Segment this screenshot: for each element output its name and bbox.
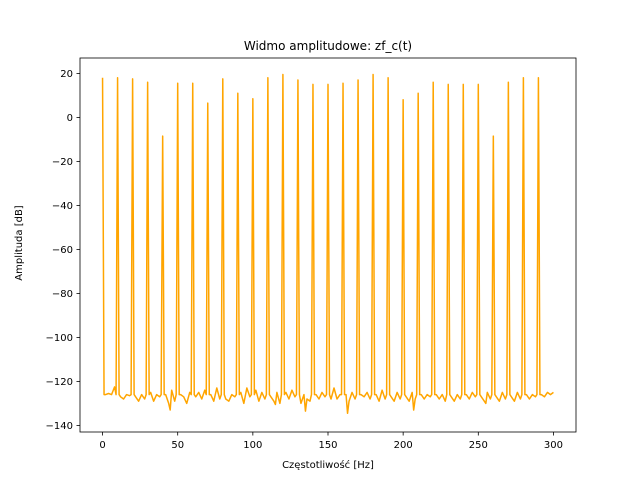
- x-tick-label: 200: [394, 440, 413, 451]
- y-tick-label: −120: [46, 377, 73, 388]
- chart-title: Widmo amplitudowe: zf_c(t): [244, 39, 412, 53]
- y-tick-label: 20: [60, 69, 73, 80]
- y-tick-label: −80: [52, 289, 73, 300]
- x-tick-label: 50: [171, 440, 184, 451]
- x-tick-label: 250: [469, 440, 488, 451]
- y-tick-label: −20: [52, 157, 73, 168]
- x-tick-label: 100: [243, 440, 262, 451]
- y-tick-label: −140: [46, 421, 73, 432]
- x-axis-label: Częstotliwość [Hz]: [282, 459, 374, 471]
- y-tick-label: −60: [52, 245, 73, 256]
- y-tick-label: −100: [46, 333, 73, 344]
- x-tick-label: 0: [99, 440, 105, 451]
- x-tick-label: 300: [544, 440, 563, 451]
- y-axis-label: Amplituda [dB]: [14, 205, 25, 281]
- y-tick-label: −40: [52, 201, 73, 212]
- y-tick-label: 0: [67, 113, 73, 124]
- x-tick-label: 150: [318, 440, 337, 451]
